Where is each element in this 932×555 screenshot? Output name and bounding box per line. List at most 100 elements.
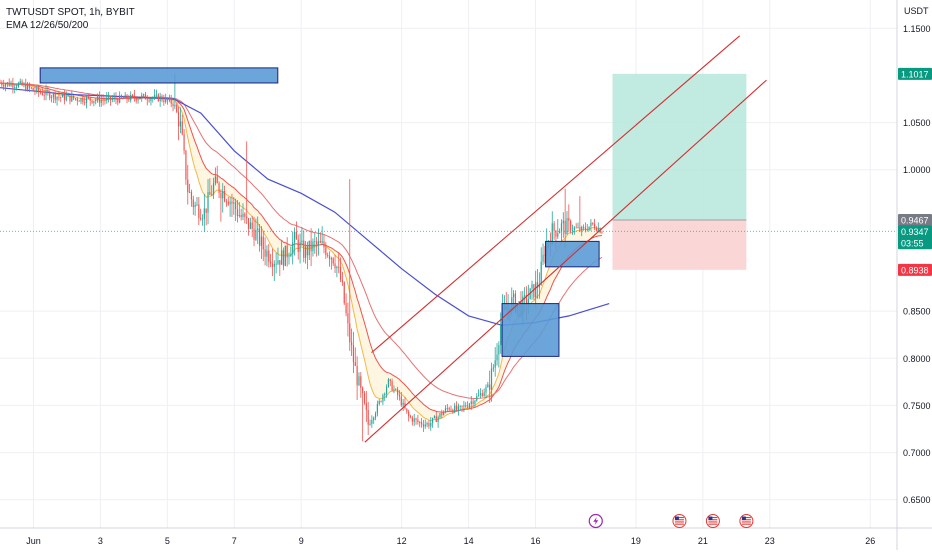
candle-body xyxy=(385,386,388,394)
candle-body xyxy=(106,97,108,101)
lightning-bolt xyxy=(593,517,599,525)
candle xyxy=(270,253,272,267)
candle xyxy=(268,243,270,268)
candle-body xyxy=(82,98,84,103)
candle-body xyxy=(349,323,351,343)
candle-body xyxy=(111,98,113,100)
candle-body xyxy=(466,406,469,408)
candle xyxy=(43,90,45,101)
candle-body xyxy=(260,236,263,246)
flag-stripe xyxy=(674,523,684,525)
candle-body xyxy=(487,384,489,388)
us-flag-icon[interactable] xyxy=(739,514,754,528)
candle xyxy=(444,405,447,414)
candle xyxy=(428,420,430,429)
candle-body xyxy=(391,381,393,391)
candle xyxy=(25,78,27,92)
candle xyxy=(216,165,218,184)
candle-body xyxy=(443,411,445,416)
candle xyxy=(571,224,574,235)
candle-body xyxy=(448,408,450,410)
candle-body xyxy=(258,228,261,246)
candle xyxy=(144,91,147,100)
candle-body xyxy=(109,95,112,100)
candle xyxy=(177,106,180,141)
indicator-legend[interactable]: EMA 12/26/50/200 xyxy=(6,20,89,31)
candle-body xyxy=(163,100,165,102)
candle xyxy=(330,256,332,270)
candle-body xyxy=(297,239,299,252)
candle-body xyxy=(295,231,297,240)
us-flag-icon[interactable] xyxy=(705,514,720,528)
time-tick-label: 14 xyxy=(464,536,474,546)
candle xyxy=(65,91,67,102)
candle-body xyxy=(119,95,121,103)
candle xyxy=(369,419,371,426)
lightning-icon[interactable] xyxy=(588,513,603,529)
candle xyxy=(161,94,163,103)
candle xyxy=(474,399,476,407)
price-tick-label: 1.0500 xyxy=(903,118,931,128)
candle-body xyxy=(397,389,399,395)
candle xyxy=(34,86,36,96)
candle-body xyxy=(306,246,309,256)
candle xyxy=(73,95,75,101)
candle-body xyxy=(327,255,329,256)
candle-body xyxy=(100,99,102,103)
price-tick-label: 1.1500 xyxy=(903,24,931,34)
candle-body xyxy=(317,241,320,245)
candle xyxy=(354,347,356,367)
candle xyxy=(131,93,134,98)
candle-body xyxy=(538,284,540,288)
candle xyxy=(496,343,498,366)
candle-body xyxy=(474,400,476,404)
candle xyxy=(198,197,200,225)
candle-body xyxy=(321,241,323,243)
candle-body xyxy=(354,362,356,366)
candle xyxy=(8,78,10,87)
candle-body xyxy=(433,416,436,418)
time-tick-label: 9 xyxy=(299,536,304,546)
candle-body xyxy=(98,96,101,103)
candle xyxy=(489,370,491,403)
candle xyxy=(382,393,384,406)
candle-body xyxy=(65,96,67,101)
candle-body xyxy=(365,403,367,410)
candle-body xyxy=(124,95,126,99)
candle-body xyxy=(338,266,340,268)
candle-body xyxy=(205,208,207,213)
candle xyxy=(420,417,423,428)
candle-body xyxy=(233,202,235,204)
candle-body xyxy=(395,389,397,391)
candle-body xyxy=(367,409,369,425)
candle-body xyxy=(266,250,268,257)
candle xyxy=(1,80,3,89)
candle xyxy=(422,419,424,432)
candle xyxy=(52,92,54,103)
candle-body xyxy=(227,201,229,205)
candle-body xyxy=(80,98,82,102)
candle xyxy=(481,389,483,397)
candle-body xyxy=(362,387,364,394)
candle xyxy=(310,228,312,267)
candle xyxy=(588,226,590,232)
candle xyxy=(582,224,585,231)
price-label: 0.8938 xyxy=(898,263,932,276)
candle xyxy=(584,222,586,233)
candle-body xyxy=(398,394,401,397)
candle xyxy=(126,93,128,104)
symbol-title[interactable]: TWTUSDT SPOT, 1h, BYBIT xyxy=(6,7,135,18)
candle-body xyxy=(384,393,386,396)
candle-body xyxy=(430,422,432,427)
candle-body xyxy=(314,241,316,243)
candle xyxy=(155,89,158,98)
candle xyxy=(50,94,53,103)
us-flag-icon[interactable] xyxy=(672,514,687,528)
candle xyxy=(345,293,347,317)
candle xyxy=(142,93,145,98)
candle-body xyxy=(568,218,570,221)
time-tick-label: 5 xyxy=(165,536,170,546)
